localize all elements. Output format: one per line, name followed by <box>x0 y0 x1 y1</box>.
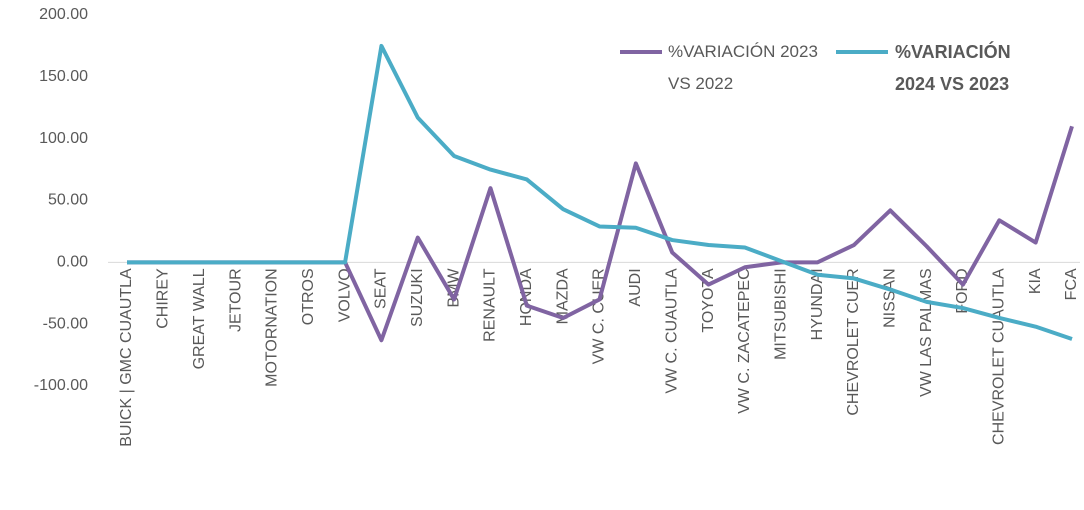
y-tick-label: 100.00 <box>39 130 88 147</box>
x-tick-label: VW C. ZACATEPEC <box>736 268 753 414</box>
x-tick-label: HONDA <box>518 268 535 326</box>
x-tick-label: MOTORNATION <box>264 268 281 387</box>
x-tick-label: VW LAS PALMAS <box>918 268 935 397</box>
series-line <box>127 43 1073 341</box>
x-tick-label: CHEVROLET CUER <box>845 268 862 415</box>
x-tick-label: OTROS <box>300 268 317 325</box>
x-tick-label: SEAT <box>373 268 390 309</box>
x-tick-label: JETOUR <box>227 268 244 332</box>
x-tick-label: FCA <box>1063 268 1080 300</box>
x-tick-label: KIA <box>1027 268 1044 294</box>
x-tick-label: VW C. CUAUTLA <box>663 268 680 394</box>
x-tick-label: CHIREY <box>155 268 172 329</box>
legend-label: %VARIACIÓN 2024 VS 2023 <box>895 42 1011 94</box>
y-tick-label: 200.00 <box>39 6 88 23</box>
x-tick-label: BUICK | GMC CUAUTLA <box>118 268 135 447</box>
x-tick-label: MAZDA <box>554 268 571 324</box>
x-tick-label: GREAT WALL <box>191 268 208 369</box>
x-tick-label: RENAULT <box>482 268 499 342</box>
x-tick-label: NISSAN <box>881 268 898 328</box>
x-tick-label: AUDI <box>627 268 644 306</box>
y-tick-label: 150.00 <box>39 68 88 85</box>
y-tick-label: -100.00 <box>34 377 88 394</box>
x-tick-label: SUZUKI <box>409 268 426 327</box>
x-tick-label: VW C. CUER <box>591 268 608 364</box>
y-tick-label: 0.00 <box>57 254 88 271</box>
x-tick-label: MITSUBISHI <box>772 268 789 360</box>
x-tick-label: BMW <box>445 267 462 307</box>
y-tick-label: 50.00 <box>48 192 88 209</box>
y-tick-label: -50.00 <box>43 315 88 332</box>
legend-label: %VARIACIÓN 2023 VS 2022 <box>668 42 818 93</box>
x-tick-label: CHEVROLET CUAUTLA <box>991 268 1008 445</box>
x-tick-label: VOLVO <box>336 268 353 322</box>
x-tick-label: HYUNDAI <box>809 268 826 340</box>
